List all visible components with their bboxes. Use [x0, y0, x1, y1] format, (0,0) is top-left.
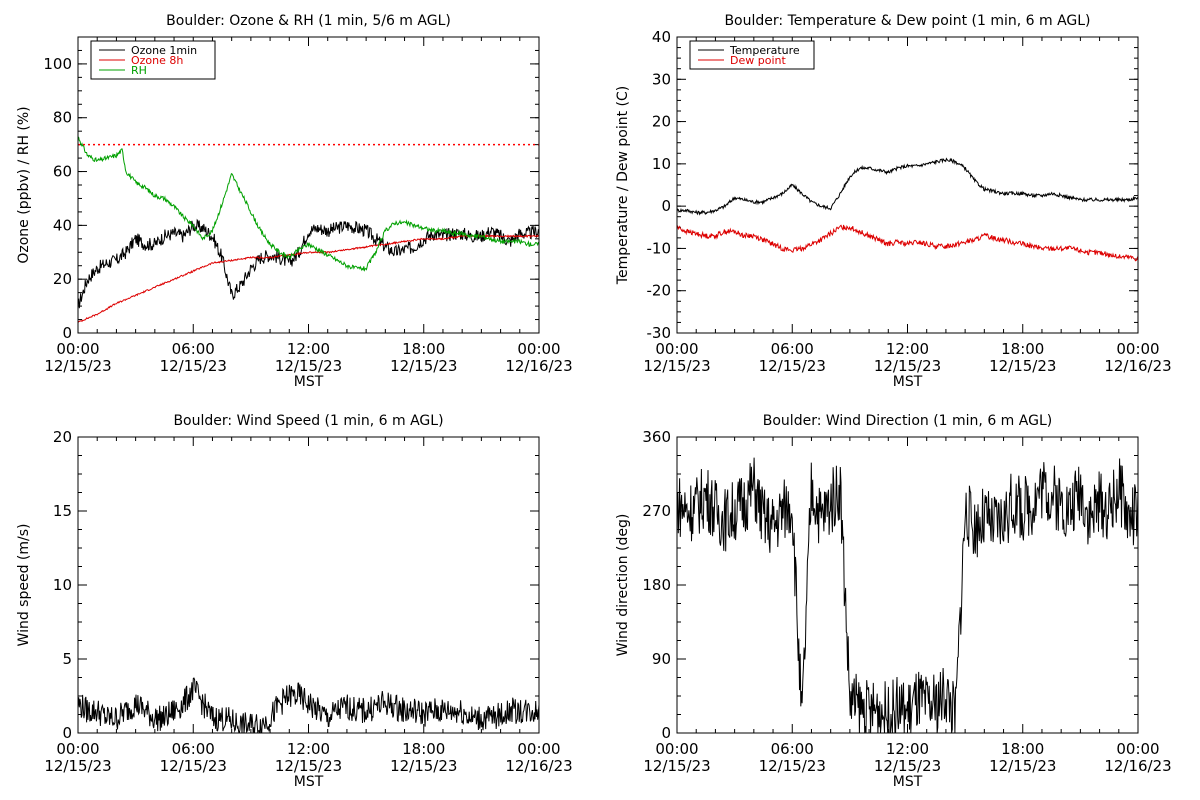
x-tick-label-date: 12/15/23 [989, 757, 1056, 775]
y-tick-label: 30 [652, 70, 671, 88]
chart-panel-3: Boulder: Wind Speed (1 min, 6 m AGL) Wind… [16, 413, 573, 790]
x-tick-label-date: 12/15/23 [643, 357, 710, 375]
chart-panel-1: Boulder: Ozone & RH (1 min, 5/6 m AGL) Oz… [16, 13, 573, 390]
x-tick-label-date: 12/15/23 [275, 357, 342, 375]
x-tick-label-time: 06:00 [172, 740, 215, 758]
x-tick-label-date: 12/16/23 [505, 757, 572, 775]
y-axis-label: Ozone (ppbv) / RH (%) [16, 106, 32, 263]
y-tick-label: 40 [53, 216, 72, 234]
x-tick-label-date: 12/16/23 [1104, 357, 1171, 375]
x-tick-label-time: 12:00 [287, 340, 330, 358]
x-tick-label-time: 18:00 [1001, 740, 1044, 758]
y-tick-label: 10 [53, 576, 72, 594]
x-tick-label-date: 12/15/23 [759, 757, 826, 775]
legend-label: Ozone 1min [131, 44, 197, 57]
y-tick-label: 270 [642, 502, 671, 520]
x-tick-label-date: 12/15/23 [759, 357, 826, 375]
legend-box [689, 40, 815, 70]
series-temperature [677, 157, 1138, 216]
y-tick-label: 90 [652, 650, 671, 668]
y-tick-label: 100 [43, 55, 72, 73]
x-axis-label: MST [294, 774, 324, 790]
y-tick-label: -10 [647, 239, 672, 257]
plot-frame [676, 436, 1139, 734]
y-tick-label: 20 [53, 428, 72, 446]
x-tick-label-time: 12:00 [886, 340, 929, 358]
y-axis-label: Wind speed (m/s) [16, 524, 32, 647]
y-tick-label: 180 [642, 576, 671, 594]
plot-frame [77, 436, 540, 734]
y-tick-label: 0 [661, 724, 671, 742]
chart-title: Boulder: Wind Speed (1 min, 6 m AGL) [173, 413, 443, 429]
x-tick-label-date: 12/16/23 [1104, 757, 1171, 775]
x-tick-label-time: 18:00 [1001, 340, 1044, 358]
x-tick-label-time: 00:00 [517, 740, 560, 758]
plot-frame [676, 36, 1139, 334]
x-tick-label-time: 00:00 [1116, 340, 1159, 358]
y-axis-label: Wind direction (deg) [615, 514, 631, 657]
x-tick-label-date: 12/16/23 [505, 357, 572, 375]
y-tick-label: -20 [647, 282, 672, 300]
y-tick-label: 20 [652, 113, 671, 131]
x-tick-label-date: 12/15/23 [390, 357, 457, 375]
chart-title: Boulder: Ozone & RH (1 min, 5/6 m AGL) [166, 13, 451, 29]
series-ozone-1min [78, 218, 539, 309]
series-dew-point [677, 224, 1138, 262]
legend-label: Ozone 8h [131, 54, 183, 67]
legend-label: RH [131, 64, 147, 77]
x-axis-label: MST [294, 374, 324, 390]
series-rh [78, 136, 539, 272]
chart-title: Boulder: Wind Direction (1 min, 6 m AGL) [763, 413, 1052, 429]
x-tick-label-date: 12/15/23 [275, 757, 342, 775]
x-axis-label: MST [893, 774, 923, 790]
x-tick-label-time: 18:00 [402, 340, 445, 358]
y-tick-label: 15 [53, 502, 72, 520]
legend-label: Dew point [730, 54, 786, 67]
legend-label: Temperature [729, 44, 800, 57]
y-tick-label: 5 [62, 650, 72, 668]
x-tick-label-time: 06:00 [771, 740, 814, 758]
series-ozone-8h [78, 234, 539, 324]
y-tick-label: 0 [661, 197, 671, 215]
y-tick-label: 60 [53, 163, 72, 181]
y-tick-label: 20 [53, 270, 72, 288]
x-tick-label-date: 12/15/23 [44, 757, 111, 775]
x-tick-label-time: 00:00 [517, 340, 560, 358]
x-tick-label-time: 18:00 [402, 740, 445, 758]
x-tick-label-time: 12:00 [287, 740, 330, 758]
chart-panel-2: Boulder: Temperature & Dew point (1 min,… [615, 13, 1172, 390]
y-tick-label: 0 [62, 724, 72, 742]
y-tick-label: 80 [53, 109, 72, 127]
y-tick-label: 0 [62, 324, 72, 342]
x-tick-label-date: 12/15/23 [160, 757, 227, 775]
y-axis-label: Temperature / Dew point (C) [615, 86, 631, 285]
y-tick-label: -30 [647, 324, 672, 342]
y-tick-label: 10 [652, 155, 671, 173]
chart-panel-4: Boulder: Wind Direction (1 min, 6 m AGL)… [615, 413, 1172, 790]
x-tick-label-date: 12/15/23 [874, 357, 941, 375]
plot-frame [77, 36, 540, 334]
x-tick-label-time: 00:00 [56, 740, 99, 758]
series-line [677, 457, 1138, 733]
x-axis-label: MST [893, 374, 923, 390]
x-tick-label-date: 12/15/23 [643, 757, 710, 775]
x-tick-label-time: 00:00 [655, 340, 698, 358]
x-tick-label-time: 00:00 [1116, 740, 1159, 758]
x-tick-label-time: 12:00 [886, 740, 929, 758]
chart-title: Boulder: Temperature & Dew point (1 min,… [724, 13, 1090, 29]
y-tick-label: 360 [642, 428, 671, 446]
x-tick-label-time: 00:00 [56, 340, 99, 358]
y-tick-label: 40 [652, 28, 671, 46]
series-line [78, 677, 539, 733]
x-tick-label-date: 12/15/23 [160, 357, 227, 375]
x-tick-label-time: 00:00 [655, 740, 698, 758]
x-tick-label-date: 12/15/23 [390, 757, 457, 775]
x-tick-label-date: 12/15/23 [874, 757, 941, 775]
x-tick-label-time: 06:00 [771, 340, 814, 358]
x-tick-label-date: 12/15/23 [44, 357, 111, 375]
x-tick-label-time: 06:00 [172, 340, 215, 358]
x-tick-label-date: 12/15/23 [989, 357, 1056, 375]
